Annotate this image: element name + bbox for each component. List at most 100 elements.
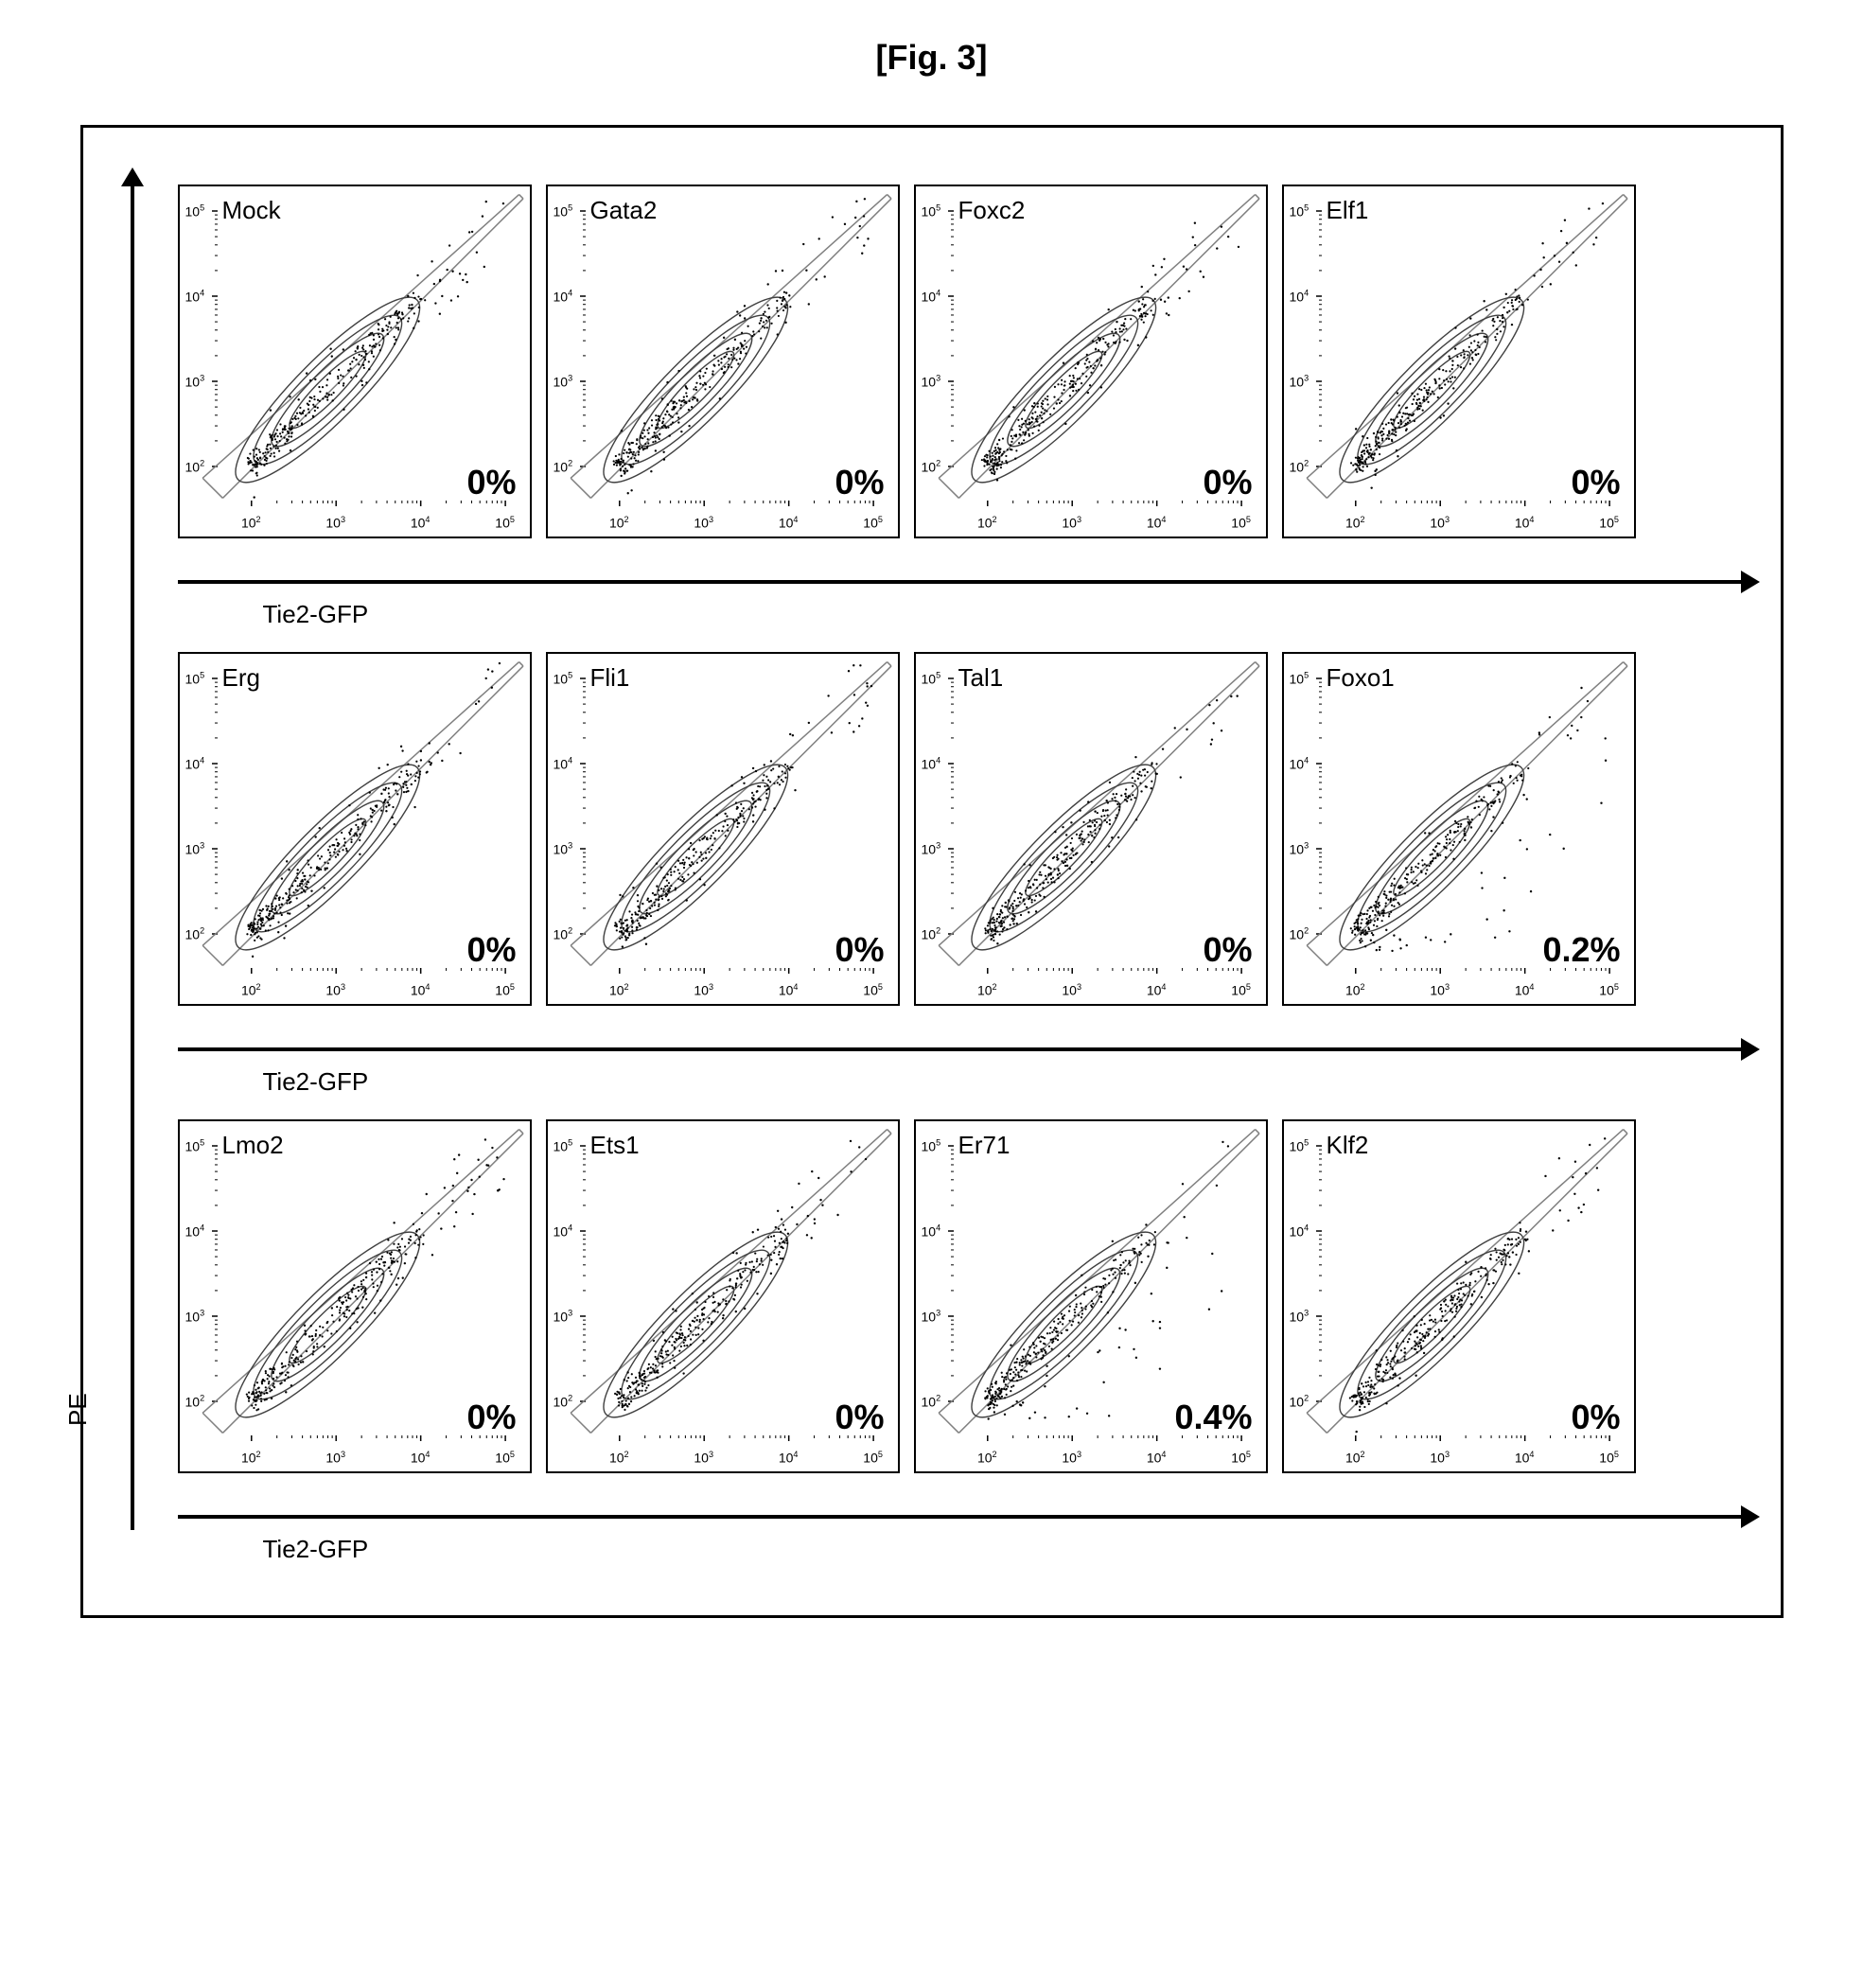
panel-percent: 0.2% <box>1542 930 1620 970</box>
y-tick-label: 102 <box>1290 926 1309 942</box>
y-tick-label: 102 <box>554 1394 573 1410</box>
facs-panel: Ets10%102102103103104104105105 <box>546 1119 900 1473</box>
y-tick-label: 102 <box>554 926 573 942</box>
y-tick-label: 105 <box>554 1138 573 1154</box>
y-tick-label: 103 <box>1290 1309 1309 1325</box>
x-tick-label: 105 <box>495 1450 515 1466</box>
y-tick-label: 104 <box>1290 1223 1309 1240</box>
y-tick-label: 102 <box>554 459 573 475</box>
figure-container: [Fig. 3] PE Mock0%1021021031031041041051… <box>80 38 1784 1618</box>
y-tick-label: 103 <box>1290 374 1309 390</box>
facs-panel: Erg 0% 102 102 103 103 104 104 105 105 <box>178 652 532 1006</box>
facs-panel: Lmo20%102102103103104104105105 <box>178 1119 532 1473</box>
facs-panel: Klf20%102102103103104104105105 <box>1282 1119 1636 1473</box>
x-tick-label: 104 <box>779 982 799 998</box>
panel-grid: Mock0%102102103103104104105105Gata20%102… <box>178 185 1743 1577</box>
panel-row-inner: Erg 0% 102 102 103 103 104 104 105 105 Fli1 0% 102 10… <box>178 652 1743 1006</box>
y-tick-label: 103 <box>554 841 573 857</box>
x-tick-label: 102 <box>1345 515 1365 531</box>
x-tick-label: 103 <box>694 982 713 998</box>
facs-panel: Mock0%102102103103104104105105 <box>178 185 532 538</box>
y-tick-label: 104 <box>554 1223 573 1240</box>
y-tick-label: 102 <box>922 926 941 942</box>
x-tick-label: 102 <box>977 982 997 998</box>
x-tick-label: 105 <box>1231 1450 1251 1466</box>
y-tick-label: 103 <box>185 374 205 390</box>
y-tick-label: 103 <box>554 374 573 390</box>
y-tick-label: 103 <box>922 1309 941 1325</box>
x-tick-label: 103 <box>694 515 713 531</box>
x-tick-label: 103 <box>1062 1450 1081 1466</box>
y-tick-label: 103 <box>922 841 941 857</box>
x-tick-label: 104 <box>411 1450 431 1466</box>
y-tick-label: 103 <box>185 1309 205 1325</box>
y-tick-label: 105 <box>922 203 941 220</box>
x-tick-label: 102 <box>977 515 997 531</box>
facs-panel: Fli10%102102103103104104105105 <box>546 652 900 1006</box>
y-tick-label: 104 <box>922 289 941 305</box>
panel-label: Foxc2 <box>958 196 1026 225</box>
x-tick-label: 105 <box>1599 515 1619 531</box>
x-tick-label: 104 <box>1515 1450 1535 1466</box>
panel-percent: 0% <box>835 1398 884 1437</box>
panel-label: Klf2 <box>1327 1131 1369 1160</box>
panel-percent: 0% <box>1203 930 1252 970</box>
x-tick-label: 104 <box>1147 515 1167 531</box>
y-tick-label: 105 <box>922 1138 941 1154</box>
x-tick-label: 105 <box>1231 982 1251 998</box>
row-x-axis-arrow <box>178 1047 1743 1051</box>
y-tick-label: 102 <box>1290 1394 1309 1410</box>
y-tick-label: 105 <box>922 671 941 687</box>
y-tick-label: 103 <box>1290 841 1309 857</box>
y-tick-label: 105 <box>554 203 573 220</box>
x-tick-label: 102 <box>241 515 261 531</box>
panel-label: Tal1 <box>958 663 1004 693</box>
x-tick-label: 103 <box>1062 982 1081 998</box>
x-tick-label: 104 <box>1515 982 1535 998</box>
panel-percent: 0% <box>466 463 516 502</box>
panel-label: Fli1 <box>590 663 630 693</box>
x-tick-label: 105 <box>1599 982 1619 998</box>
y-tick-label: 102 <box>922 459 941 475</box>
x-tick-label: 103 <box>325 1450 345 1466</box>
y-tick-label: 103 <box>185 841 205 857</box>
panel-label: Er71 <box>958 1131 1011 1160</box>
x-tick-label: 105 <box>495 515 515 531</box>
y-tick-label: 105 <box>1290 203 1309 220</box>
panel-percent: 0% <box>1203 463 1252 502</box>
panel-percent: 0.4% <box>1174 1398 1252 1437</box>
y-tick-label: 102 <box>185 926 205 942</box>
figure-outer-box: PE Mock0%102102103103104104105105Gata20%… <box>80 125 1784 1618</box>
global-y-axis-label: PE <box>63 1393 93 1426</box>
panel-percent: 0% <box>466 1398 516 1437</box>
panel-row-inner: Mock0%102102103103104104105105Gata20%102… <box>178 185 1743 538</box>
row-x-axis-arrow <box>178 580 1743 584</box>
panel-label: Foxo1 <box>1327 663 1395 693</box>
x-tick-label: 102 <box>609 1450 629 1466</box>
x-tick-label: 105 <box>1599 1450 1619 1466</box>
x-tick-label: 103 <box>325 515 345 531</box>
x-tick-label: 104 <box>779 1450 799 1466</box>
x-tick-label: 104 <box>411 982 431 998</box>
x-tick-label: 105 <box>863 515 883 531</box>
x-tick-label: 102 <box>241 982 261 998</box>
panel-label: Erg <box>222 663 260 693</box>
panel-percent: 0% <box>1571 463 1620 502</box>
panel-percent: 0% <box>466 930 516 970</box>
x-tick-label: 105 <box>495 982 515 998</box>
y-tick-label: 105 <box>185 671 205 687</box>
y-tick-label: 104 <box>554 756 573 772</box>
x-tick-label: 103 <box>325 982 345 998</box>
facs-panel: Tal10%102102103103104104105105 <box>914 652 1268 1006</box>
x-tick-label: 104 <box>1147 1450 1167 1466</box>
panel-row-inner: Lmo20%102102103103104104105105Ets10%1021… <box>178 1119 1743 1473</box>
x-tick-label: 102 <box>1345 1450 1365 1466</box>
x-tick-label: 103 <box>694 1450 713 1466</box>
y-tick-label: 105 <box>554 671 573 687</box>
panel-row: Mock0%102102103103104104105105Gata20%102… <box>178 185 1743 642</box>
x-tick-label: 103 <box>1430 982 1450 998</box>
x-tick-label: 102 <box>977 1450 997 1466</box>
y-tick-label: 104 <box>1290 756 1309 772</box>
y-tick-label: 104 <box>185 756 205 772</box>
y-tick-label: 102 <box>185 459 205 475</box>
